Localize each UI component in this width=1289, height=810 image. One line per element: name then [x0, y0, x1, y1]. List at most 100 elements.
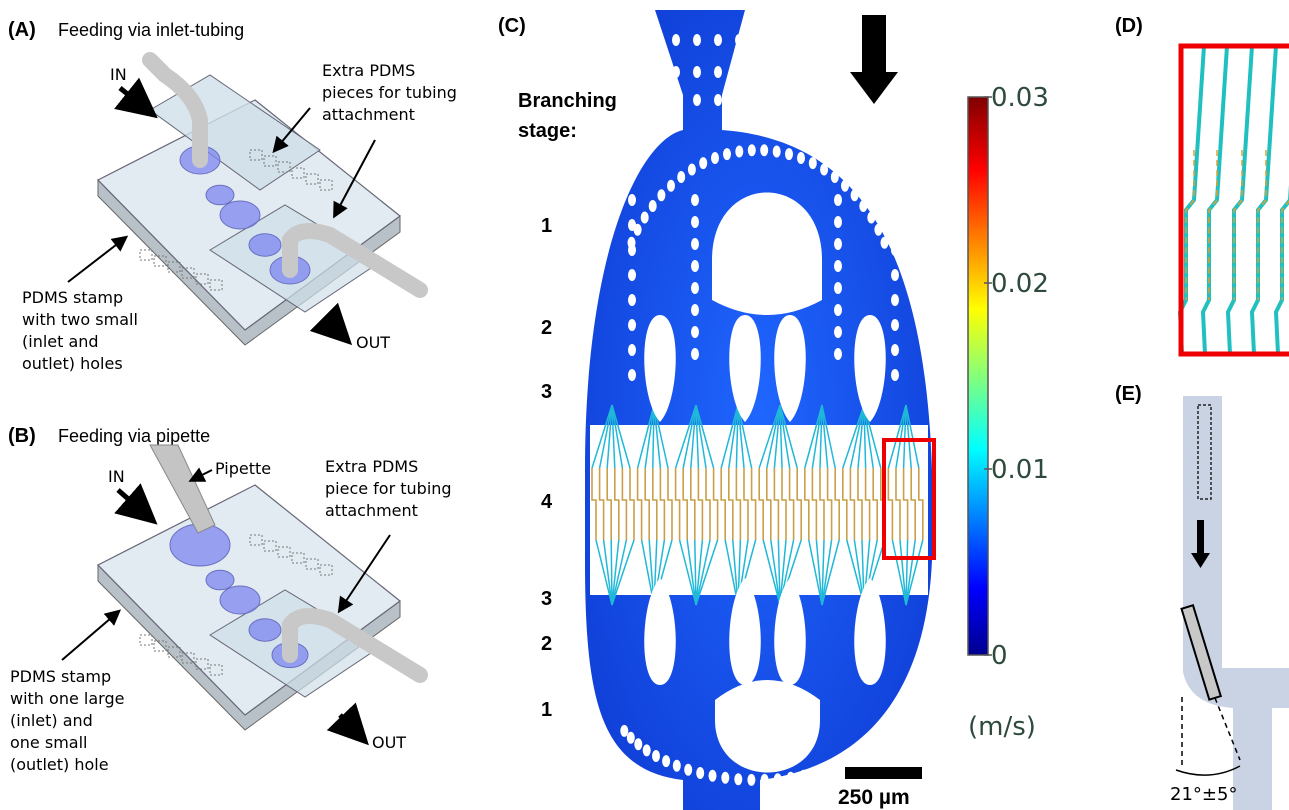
pillar — [628, 294, 636, 306]
pillar — [672, 66, 680, 78]
zoom-channel — [1252, 260, 1258, 354]
pillar — [693, 66, 701, 78]
pillar — [785, 148, 793, 160]
pillar — [888, 725, 896, 737]
pillar — [891, 269, 899, 281]
zoom-channel — [1203, 260, 1209, 354]
pillar — [714, 34, 722, 46]
pillar — [620, 725, 628, 737]
pillar — [809, 157, 817, 169]
note-line: (inlet) and — [10, 711, 93, 730]
pillar — [820, 164, 828, 176]
pillar — [688, 164, 696, 176]
note-line: PDMS stamp — [10, 667, 111, 686]
note-line: with one large — [10, 689, 124, 708]
pillar — [691, 326, 699, 338]
zoom-channel — [1228, 260, 1234, 354]
microchannel — [249, 619, 281, 641]
pillar — [673, 760, 681, 772]
zoom-channel — [1276, 260, 1282, 354]
pillar — [691, 304, 699, 316]
colorbar-tick-label: 0.01 — [991, 455, 1049, 485]
pillar — [691, 238, 699, 250]
pillar — [723, 148, 731, 160]
scale-bar-label: 250 µm — [838, 786, 910, 809]
pillar — [691, 260, 699, 272]
pillar — [628, 244, 636, 256]
pillar — [859, 200, 867, 212]
pillar — [735, 94, 743, 106]
stamp-note: PDMS stamp with two small (inlet and out… — [22, 288, 143, 373]
pillar — [684, 764, 692, 776]
pillar — [627, 732, 635, 744]
pillar — [831, 171, 839, 183]
channel-sketch — [1183, 396, 1289, 810]
note-line: attachment — [322, 105, 415, 124]
central-opening — [712, 193, 822, 316]
pillar — [672, 34, 680, 46]
note-line: piece for tubing — [325, 479, 452, 498]
pillar — [662, 755, 670, 767]
pillar — [693, 34, 701, 46]
zoom-channel — [1282, 46, 1289, 260]
stage-title: Branching stage: — [518, 90, 622, 142]
pillar — [800, 770, 808, 782]
pillar — [735, 146, 743, 158]
colorbar-tick-label: 0.03 — [991, 83, 1049, 113]
panel-label: (A) — [8, 19, 36, 41]
note-line: (inlet and — [22, 332, 99, 351]
pillar — [714, 66, 722, 78]
out-label: OUT — [372, 733, 406, 752]
microchannel — [220, 586, 260, 614]
microchannel — [206, 570, 234, 590]
central-opening — [715, 680, 820, 773]
pillar — [628, 194, 636, 206]
panel-b: (B) Feeding via pipette IN Pipette Extra… — [8, 425, 457, 774]
pillar — [891, 294, 899, 306]
pillar — [760, 144, 768, 156]
colorbar — [968, 97, 988, 655]
stage-title-line: Branching — [518, 90, 617, 112]
angle-label: 21°±5° — [1170, 784, 1237, 805]
pillar — [874, 224, 882, 236]
figure: (A) Feeding via inlet-tubing IN Extra PD… — [0, 0, 1289, 810]
colorbar-tick-label: 0.02 — [991, 269, 1049, 299]
stage-label: 1 — [541, 699, 552, 721]
panel-d: (D) — [1115, 15, 1289, 354]
pillar — [643, 744, 651, 756]
pillar — [691, 282, 699, 294]
panel-title: Feeding via pipette — [58, 426, 210, 446]
pillar — [881, 237, 889, 249]
panel-title: Feeding via inlet-tubing — [58, 20, 244, 40]
pillar — [628, 344, 636, 356]
pillar — [735, 34, 743, 46]
pillar — [834, 304, 842, 316]
zoom-channel — [1258, 46, 1276, 260]
panel-a: (A) Feeding via inlet-tubing IN Extra PD… — [8, 19, 462, 373]
stage-label: 3 — [541, 588, 552, 610]
pillar — [628, 269, 636, 281]
pillar — [672, 94, 680, 106]
pillar — [812, 767, 820, 779]
panel-c: (C) Branching stage: 1234321 0.030.020.0… — [498, 10, 1049, 810]
pillar — [891, 219, 899, 231]
pillar — [846, 755, 854, 767]
pillar — [691, 194, 699, 206]
pillar — [834, 194, 842, 206]
channel-pattern — [140, 250, 152, 260]
pillar — [841, 180, 849, 192]
zoom-channel — [1209, 46, 1227, 260]
pillar — [667, 180, 675, 192]
pillar — [834, 216, 842, 228]
pillar — [797, 152, 805, 164]
pillar — [851, 189, 859, 201]
pillar — [834, 282, 842, 294]
pillar — [721, 772, 729, 784]
in-label: IN — [108, 467, 125, 486]
note-line: Extra PDMS — [322, 61, 415, 80]
pillar — [691, 216, 699, 228]
panel-label: (D) — [1115, 15, 1143, 37]
colorbar-unit: (m/s) — [968, 712, 1036, 742]
extra-pdms-note: Extra PDMS piece for tubing attachment — [325, 457, 457, 520]
note-line: outlet) holes — [22, 354, 123, 373]
